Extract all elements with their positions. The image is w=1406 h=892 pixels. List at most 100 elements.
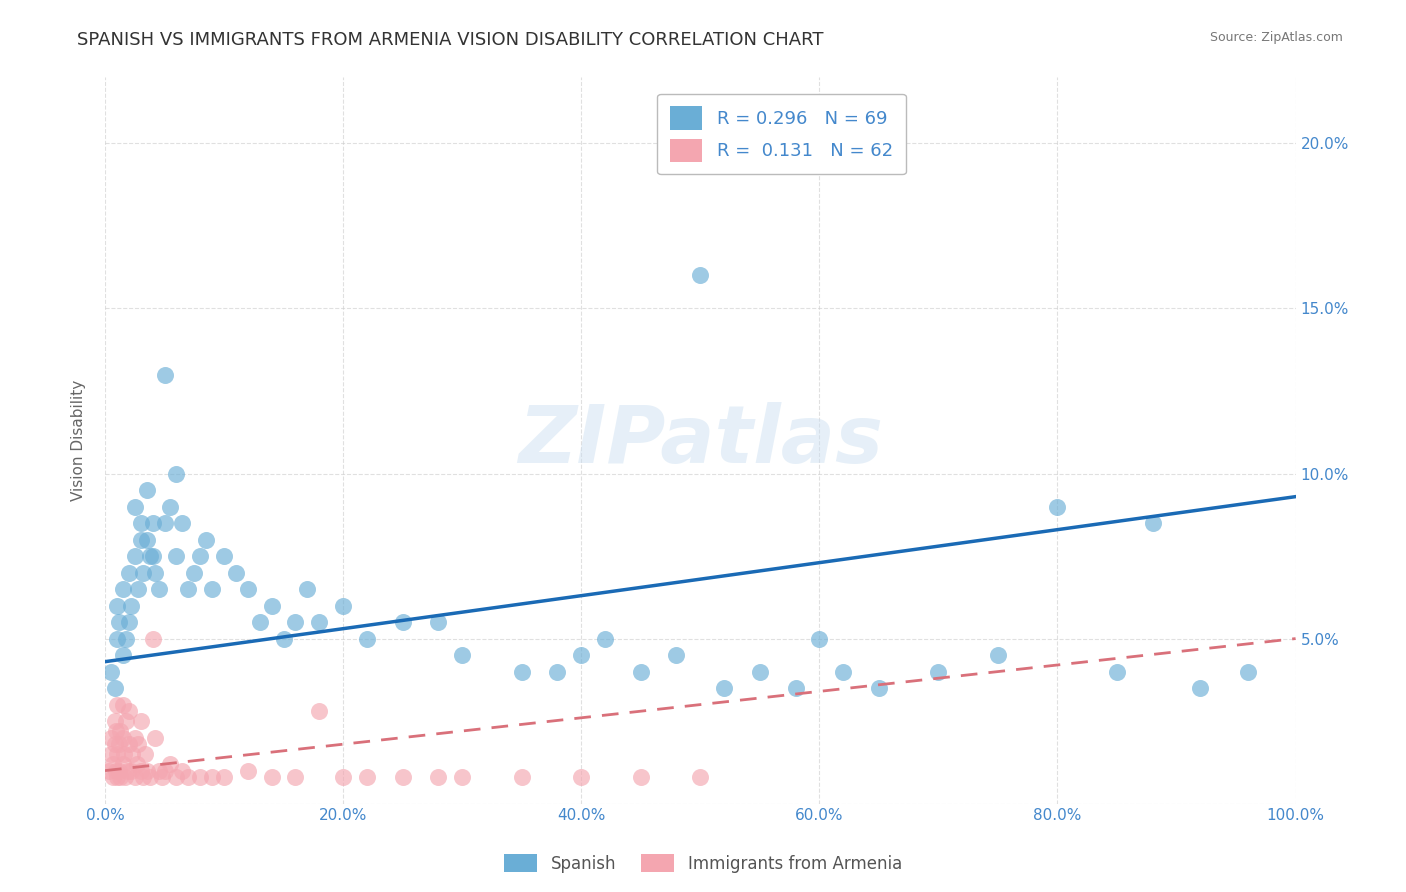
Point bbox=[97, 764, 120, 778]
Y-axis label: Vision Disability: Vision Disability bbox=[72, 380, 86, 501]
Point bbox=[108, 615, 131, 629]
Point bbox=[148, 764, 170, 778]
Point bbox=[159, 757, 181, 772]
Point bbox=[284, 615, 307, 629]
Point bbox=[115, 714, 138, 728]
Point bbox=[356, 632, 378, 646]
Point bbox=[689, 770, 711, 784]
Point bbox=[868, 681, 890, 695]
Point bbox=[332, 770, 354, 784]
Point bbox=[391, 770, 413, 784]
Point bbox=[785, 681, 807, 695]
Point bbox=[148, 582, 170, 596]
Point bbox=[510, 665, 533, 679]
Point bbox=[132, 770, 155, 784]
Point bbox=[183, 566, 205, 580]
Point bbox=[510, 770, 533, 784]
Point bbox=[188, 549, 211, 563]
Point bbox=[201, 582, 224, 596]
Point bbox=[172, 516, 194, 530]
Point bbox=[129, 533, 152, 547]
Point bbox=[139, 770, 162, 784]
Point bbox=[153, 368, 176, 382]
Point bbox=[188, 770, 211, 784]
Point bbox=[1046, 500, 1069, 514]
Point bbox=[111, 731, 134, 745]
Point bbox=[121, 747, 143, 761]
Text: ZIPatlas: ZIPatlas bbox=[517, 401, 883, 480]
Point bbox=[451, 770, 474, 784]
Point bbox=[665, 648, 688, 662]
Point bbox=[124, 549, 146, 563]
Point bbox=[124, 731, 146, 745]
Point bbox=[100, 665, 122, 679]
Point bbox=[108, 764, 131, 778]
Point bbox=[225, 566, 247, 580]
Point bbox=[260, 770, 283, 784]
Point bbox=[105, 632, 128, 646]
Point bbox=[284, 770, 307, 784]
Point bbox=[118, 615, 141, 629]
Point bbox=[308, 704, 330, 718]
Point bbox=[332, 599, 354, 613]
Point bbox=[127, 757, 149, 772]
Point bbox=[427, 615, 450, 629]
Point bbox=[172, 764, 194, 778]
Point bbox=[273, 632, 295, 646]
Point bbox=[630, 665, 652, 679]
Point bbox=[112, 747, 135, 761]
Point bbox=[135, 764, 157, 778]
Point bbox=[177, 582, 200, 596]
Legend: R = 0.296   N = 69, R =  0.131   N = 62: R = 0.296 N = 69, R = 0.131 N = 62 bbox=[657, 94, 905, 175]
Point bbox=[100, 731, 122, 745]
Point bbox=[153, 516, 176, 530]
Point bbox=[165, 549, 187, 563]
Point bbox=[630, 770, 652, 784]
Point bbox=[927, 665, 949, 679]
Point bbox=[1189, 681, 1212, 695]
Point bbox=[308, 615, 330, 629]
Point bbox=[177, 770, 200, 784]
Point bbox=[103, 737, 125, 751]
Point bbox=[118, 566, 141, 580]
Point bbox=[105, 770, 128, 784]
Point bbox=[593, 632, 616, 646]
Point bbox=[143, 731, 166, 745]
Point bbox=[150, 770, 173, 784]
Point bbox=[713, 681, 735, 695]
Text: Source: ZipAtlas.com: Source: ZipAtlas.com bbox=[1209, 31, 1343, 45]
Point bbox=[569, 648, 592, 662]
Point bbox=[297, 582, 319, 596]
Point bbox=[427, 770, 450, 784]
Point bbox=[356, 770, 378, 784]
Point bbox=[195, 533, 218, 547]
Point bbox=[391, 615, 413, 629]
Point bbox=[127, 582, 149, 596]
Point bbox=[104, 724, 127, 739]
Point bbox=[103, 757, 125, 772]
Point bbox=[139, 549, 162, 563]
Point bbox=[111, 648, 134, 662]
Point bbox=[129, 714, 152, 728]
Point bbox=[165, 467, 187, 481]
Point bbox=[132, 566, 155, 580]
Point bbox=[115, 632, 138, 646]
Point bbox=[165, 770, 187, 784]
Point bbox=[100, 747, 122, 761]
Legend: Spanish, Immigrants from Armenia: Spanish, Immigrants from Armenia bbox=[498, 847, 908, 880]
Point bbox=[124, 500, 146, 514]
Point bbox=[1142, 516, 1164, 530]
Point bbox=[212, 770, 235, 784]
Point bbox=[104, 764, 127, 778]
Point bbox=[111, 698, 134, 712]
Point bbox=[143, 566, 166, 580]
Point bbox=[212, 549, 235, 563]
Point bbox=[129, 764, 152, 778]
Point bbox=[114, 770, 136, 784]
Point bbox=[546, 665, 568, 679]
Point bbox=[120, 599, 142, 613]
Point bbox=[118, 704, 141, 718]
Point bbox=[111, 582, 134, 596]
Point bbox=[832, 665, 855, 679]
Text: SPANISH VS IMMIGRANTS FROM ARMENIA VISION DISABILITY CORRELATION CHART: SPANISH VS IMMIGRANTS FROM ARMENIA VISIO… bbox=[77, 31, 824, 49]
